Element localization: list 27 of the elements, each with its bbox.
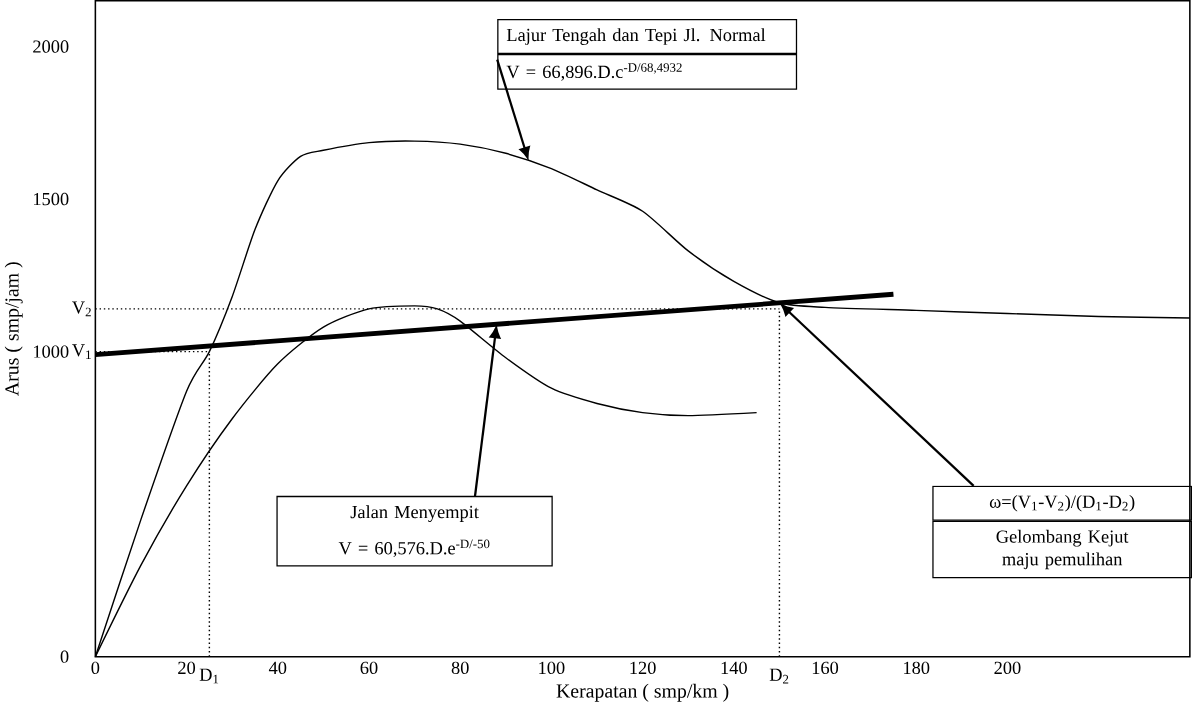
ref-line-label: D$_{2}$ bbox=[769, 668, 789, 684]
y-tick-label: 1000 bbox=[34, 345, 69, 358]
x-tick-label: 100 bbox=[539, 661, 565, 674]
ref-line-label: V$_{1}$ bbox=[72, 344, 91, 359]
x-tick-label: 40 bbox=[268, 661, 287, 674]
x-tick-label: 180 bbox=[904, 661, 930, 674]
x-tick-label: 200 bbox=[994, 661, 1021, 674]
x-axis-title: Kerapatan ( smp/km ) bbox=[556, 683, 729, 702]
y-tick-label: 2000 bbox=[33, 40, 69, 53]
x-tick-label: 80 bbox=[451, 661, 469, 674]
y-axis-title: Arus ( smp/jam ) bbox=[4, 262, 23, 396]
text: ω=(V$_{1}$-V$_{2}$)/(D$_{1}$-D$_{2}$) bbox=[989, 494, 1135, 512]
x-tick-label: 0 bbox=[91, 661, 100, 674]
ref-line-label: D$_{1}$ bbox=[199, 668, 219, 684]
y-tick-label: 1500 bbox=[34, 192, 69, 206]
x-tick-label: 60 bbox=[360, 661, 378, 674]
annotation: Gelombang Kejut maju pemulihan bbox=[996, 529, 1129, 569]
x-tick-label: 140 bbox=[721, 661, 747, 674]
y-tick-label: 0 bbox=[60, 650, 69, 663]
ref-line-label: V$_{2}$ bbox=[72, 301, 91, 317]
x-tick-label: 120 bbox=[630, 661, 656, 674]
annotation: V = 66,896.D.c$^{-D/68,4932}$ bbox=[506, 62, 682, 81]
x-tick-label: 160 bbox=[812, 661, 839, 674]
annotation: Lajur Tengah dan Tepi Jl. Normal bbox=[506, 27, 766, 45]
annotation: Jalan Menyempit bbox=[350, 505, 479, 522]
x-tick-label: 20 bbox=[178, 661, 196, 674]
annotation: V = 60,576.D.e$^{-D/-50}$ bbox=[338, 539, 490, 557]
